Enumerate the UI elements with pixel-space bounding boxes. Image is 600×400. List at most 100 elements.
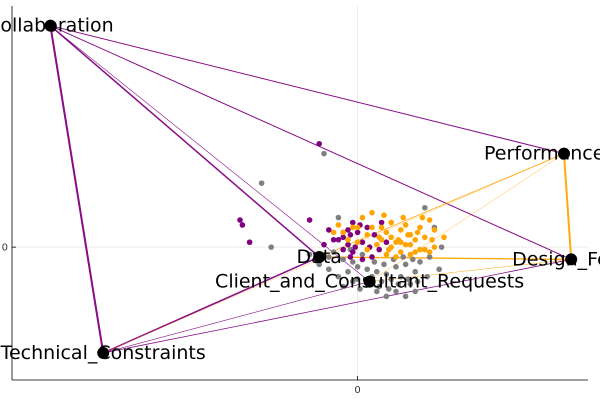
node-data	[313, 250, 326, 263]
data-point-orange	[383, 229, 390, 236]
data-point-gray	[374, 288, 380, 295]
data-point-gray	[359, 251, 366, 258]
data-point-gray	[340, 256, 347, 263]
data-point-orange	[407, 241, 414, 248]
data-point-orange	[426, 217, 433, 223]
data-point-gray	[426, 254, 433, 260]
data-point-gray	[383, 271, 390, 277]
data-point-gray	[438, 244, 445, 250]
data-point-orange	[330, 229, 337, 236]
data-point-orange	[398, 227, 404, 233]
data-point-purple	[354, 229, 361, 236]
data-point-purple	[335, 236, 342, 243]
node-labels: Collaboration Performance_Par Design_Feas D…	[0, 15, 600, 364]
data-point-orange	[402, 222, 409, 228]
data-point-gray	[316, 261, 323, 268]
data-point-orange	[419, 214, 426, 221]
data-point-orange	[431, 227, 438, 233]
node-label-perf: Performance_Par	[484, 143, 600, 165]
data-point-gray	[330, 249, 337, 255]
data-point-purple	[326, 227, 332, 233]
data-point-gray	[258, 180, 265, 186]
data-point-gray	[393, 264, 399, 270]
data-point-purple	[378, 219, 385, 226]
data-point-orange	[364, 232, 371, 238]
data-point-orange	[374, 241, 380, 248]
data-point-orange	[393, 254, 399, 260]
data-point-orange	[359, 214, 366, 221]
data-point-orange	[364, 246, 371, 253]
data-point-gray	[354, 276, 361, 282]
node-label-data: Data	[297, 246, 342, 268]
data-point-purple	[321, 241, 327, 248]
data-point-orange	[426, 249, 433, 255]
data-point-gray	[410, 256, 416, 263]
edge-line	[319, 153, 565, 258]
data-point-gray	[326, 254, 332, 260]
data-point-gray	[383, 293, 390, 300]
x-tick-label: 0	[354, 385, 360, 396]
data-point-gray	[340, 283, 347, 290]
scatter-points	[237, 140, 447, 300]
data-point-purple	[345, 241, 351, 248]
data-point-orange	[378, 224, 385, 231]
axes: 00	[2, 6, 588, 396]
data-point-orange	[422, 234, 428, 241]
edge-line	[49, 25, 320, 258]
data-point-purple	[330, 236, 337, 243]
data-point-purple	[359, 239, 366, 246]
data-point-orange	[412, 249, 419, 255]
data-point-orange	[441, 234, 447, 241]
data-point-purple	[345, 227, 351, 233]
data-point-orange	[369, 224, 375, 231]
data-point-orange	[429, 236, 435, 243]
data-point-gray	[417, 259, 423, 265]
data-point-orange	[381, 212, 387, 218]
data-point-gray	[268, 244, 275, 250]
data-point-purple	[376, 246, 383, 253]
edge-line	[50, 25, 370, 282]
edge-line	[50, 25, 572, 260]
data-point-orange	[414, 229, 421, 236]
node-perf	[558, 147, 570, 160]
data-point-gray	[407, 281, 414, 287]
data-point-gray	[414, 278, 421, 285]
data-point-purple	[350, 249, 356, 255]
edge-line	[103, 259, 572, 354]
node-design	[565, 253, 578, 266]
data-point-gray	[306, 251, 313, 258]
data-point-purple	[246, 239, 253, 246]
data-point-purple	[347, 232, 354, 238]
edge-line	[49, 25, 105, 354]
y-tick-label: 0	[2, 243, 8, 254]
data-point-orange	[402, 241, 409, 248]
data-point-orange	[398, 249, 404, 255]
data-point-gray	[350, 278, 356, 285]
data-point-orange	[417, 246, 423, 253]
data-point-orange	[400, 214, 407, 221]
data-point-purple	[350, 219, 356, 226]
data-point-orange	[388, 234, 395, 241]
data-point-gray	[378, 278, 385, 285]
data-point-gray	[424, 273, 431, 280]
data-point-purple	[306, 217, 313, 223]
data-point-gray	[345, 268, 351, 275]
data-point-gray	[374, 268, 380, 275]
data-point-orange	[422, 246, 428, 253]
data-point-orange	[340, 229, 347, 236]
data-point-gray	[412, 288, 419, 295]
data-point-gray	[405, 276, 411, 282]
data-point-gray	[412, 268, 419, 275]
data-point-gray	[326, 266, 332, 273]
data-point-purple	[369, 254, 375, 260]
data-point-gray	[376, 283, 383, 290]
data-point-orange	[388, 244, 395, 250]
data-point-gray	[398, 273, 404, 280]
data-point-purple	[347, 254, 354, 260]
grid-lines	[12, 6, 588, 380]
data-point-gray	[402, 293, 409, 300]
data-point-purple	[364, 224, 371, 231]
edges	[49, 25, 573, 354]
data-point-gray	[321, 150, 327, 157]
